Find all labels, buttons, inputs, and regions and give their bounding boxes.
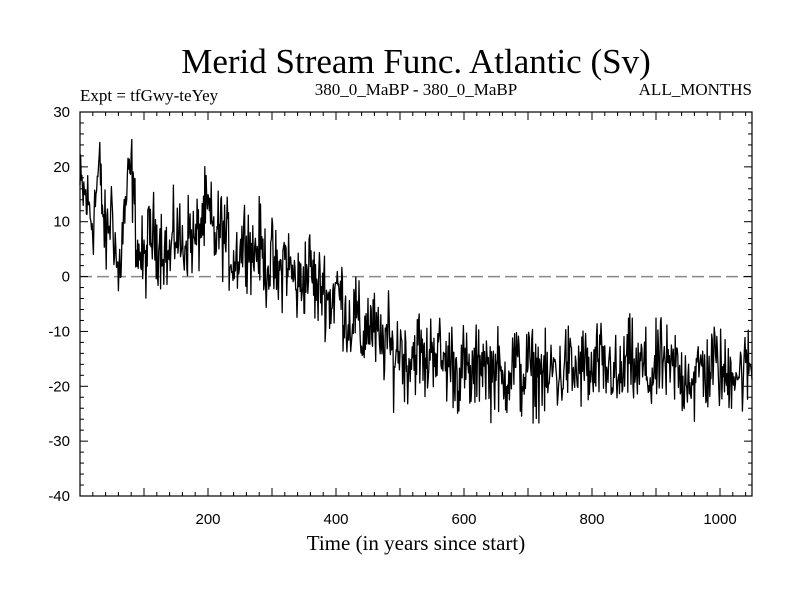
series-line xyxy=(79,138,753,424)
subtitle-center: 380_0_MaBP - 380_0_MaBP xyxy=(315,80,517,99)
y-tick-label: -40 xyxy=(48,488,70,505)
plot-frame xyxy=(79,111,753,497)
y-tick-label: 30 xyxy=(53,104,70,121)
y-tick-label: 10 xyxy=(53,214,70,231)
x-tick-label: 400 xyxy=(323,511,348,528)
y-tick-label: 0 xyxy=(62,269,70,286)
subtitle-left: Expt = tfGwy-teYey xyxy=(80,86,219,105)
x-tick-label: 800 xyxy=(579,511,604,528)
y-tick-label: -20 xyxy=(48,378,70,395)
y-tick-label: -30 xyxy=(48,433,70,450)
x-tick-label: 1000 xyxy=(703,511,736,528)
y-tick-label: -10 xyxy=(48,323,70,340)
x-tick-label: 600 xyxy=(451,511,476,528)
subtitle-right: ALL_MONTHS xyxy=(639,80,752,99)
y-tick-label: 20 xyxy=(53,159,70,176)
x-tick-label: 200 xyxy=(195,511,220,528)
x-axis-label: Time (in years since start) xyxy=(307,531,526,555)
chart-title: Merid Stream Func. Atlantic (Sv) xyxy=(181,42,651,81)
